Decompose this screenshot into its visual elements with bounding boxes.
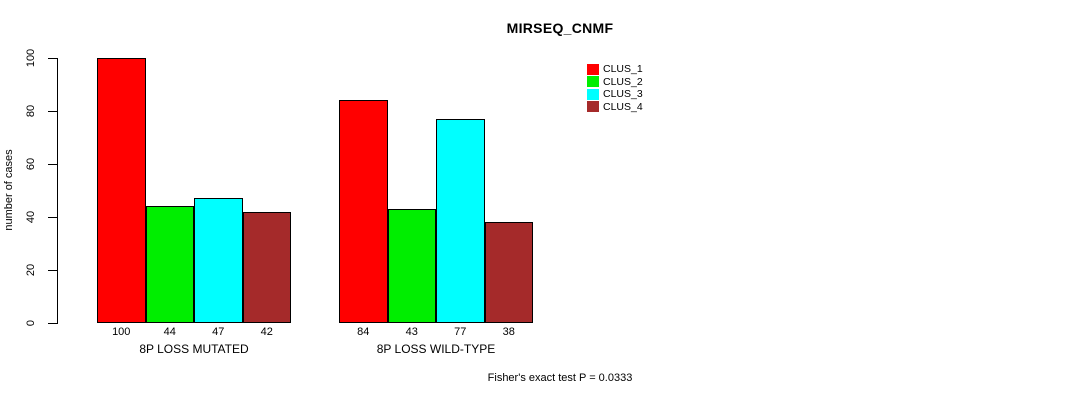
y-axis-tick-label: 100: [25, 48, 37, 68]
legend-swatch-clus_4: [587, 101, 599, 113]
y-axis-tick-label: 60: [25, 157, 37, 171]
y-axis-tick: [48, 217, 58, 218]
bar-value-label: 42: [260, 326, 273, 338]
legend-item: CLUS_3: [587, 88, 643, 101]
bar-clus_3-group-2: [436, 118, 485, 323]
legend-label: CLUS_1: [603, 63, 643, 76]
legend-item: CLUS_2: [587, 76, 643, 89]
legend-label: CLUS_3: [603, 88, 643, 101]
y-axis-tick-label: 80: [25, 104, 37, 118]
legend-swatch-clus_2: [587, 76, 599, 88]
bar-value-label: 38: [502, 326, 515, 338]
legend-item: CLUS_4: [587, 101, 643, 114]
bar-clus_3-group-1: [194, 198, 243, 323]
y-axis-tick: [48, 270, 58, 271]
x-axis-group-label: 8P LOSS MUTATED: [139, 342, 249, 356]
y-axis-tick-label: 20: [25, 263, 37, 277]
bar-value-label: 77: [454, 326, 467, 338]
bar-clus_1-group-2: [339, 100, 388, 323]
y-axis-tick: [48, 323, 58, 324]
chart-title: MIRSEQ_CNMF: [506, 20, 614, 36]
annotation-text: Fisher's exact test P = 0.0333: [487, 372, 633, 384]
legend: CLUS_1 CLUS_2 CLUS_3 CLUS_4: [587, 63, 643, 113]
legend-swatch-clus_1: [587, 63, 599, 75]
legend-label: CLUS_4: [603, 100, 643, 113]
bar-clus_2-group-1: [145, 206, 194, 323]
y-axis-tick-label: 0: [25, 319, 37, 327]
bar-clus_4-group-2: [484, 222, 533, 323]
bar-value-label: 100: [112, 326, 131, 338]
legend-item: CLUS_1: [587, 63, 643, 76]
bar-value-label: 47: [212, 326, 225, 338]
bar-value-label: 43: [405, 326, 418, 338]
y-axis-tick: [48, 58, 58, 59]
bar-clus_4-group-1: [242, 211, 291, 323]
y-axis-tick: [48, 111, 58, 112]
x-axis-group-label: 8P LOSS WILD-TYPE: [376, 342, 496, 356]
y-axis-label: number of cases: [3, 149, 15, 231]
y-axis-tick-label: 40: [25, 210, 37, 224]
y-axis-tick: [48, 164, 58, 165]
legend-swatch-clus_3: [587, 88, 599, 100]
bar-clus_2-group-2: [387, 209, 436, 323]
legend-label: CLUS_2: [603, 75, 643, 88]
bar-value-label: 84: [357, 326, 370, 338]
bar-clus_1-group-1: [97, 58, 146, 323]
y-axis-line: [57, 58, 58, 324]
bar-value-label: 44: [163, 326, 176, 338]
